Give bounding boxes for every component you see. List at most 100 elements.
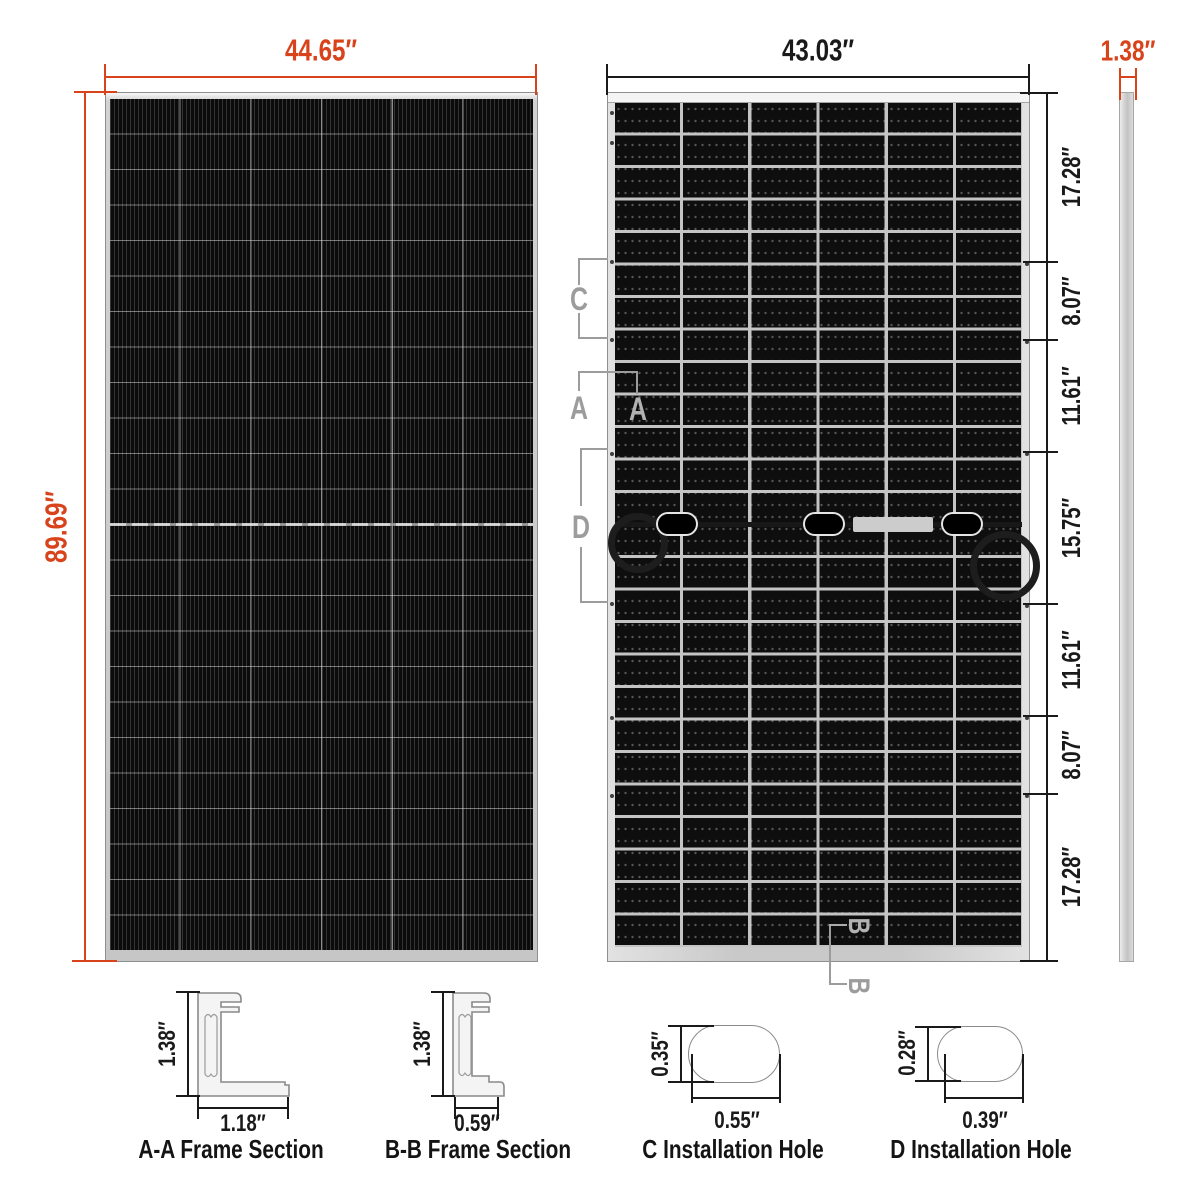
frame-hole-c1: [610, 260, 614, 264]
segment-tick-0: [1020, 92, 1058, 94]
segment-label-4: 11.61″: [1056, 630, 1086, 690]
c-caption: C Installation Hole: [642, 1134, 824, 1164]
bb-width-tick-left: [454, 1097, 456, 1119]
back-panel-top-flange: [608, 93, 1029, 103]
side-dim-tick-right: [1135, 68, 1137, 100]
aa-frame-profile: [197, 992, 290, 1097]
callout-c-line-upper: [578, 258, 580, 285]
front-panel-center-busbar: [110, 522, 533, 526]
back-width-tick-left: [606, 64, 608, 95]
junction-box-center: [803, 512, 845, 536]
frame-hole-c2: [610, 338, 614, 342]
aa-caption: A-A Frame Section: [138, 1134, 324, 1164]
back-panel-view: [607, 92, 1040, 962]
segment-label-3: 15.75″: [1056, 497, 1086, 559]
c-width-tick-left: [691, 1054, 693, 1103]
callout-d-tick-top: [580, 448, 608, 450]
d-caption: D Installation Hole: [890, 1134, 1072, 1164]
aa-height-tick-top: [176, 991, 200, 993]
d-width-dim-line: [945, 1097, 1024, 1099]
segment-chain-line: [1046, 93, 1048, 961]
callout-a-line-right: [636, 371, 638, 394]
front-width-label: 44.65″: [284, 32, 358, 68]
callout-d-line-upper: [580, 448, 582, 506]
bb-height-tick-bottom: [431, 1095, 455, 1097]
aa-width-label: 1.18″: [220, 1110, 266, 1137]
bb-caption: B-B Frame Section: [384, 1134, 572, 1164]
callout-c-tick-top: [578, 258, 608, 260]
callout-d-label: D: [571, 509, 591, 545]
segment-tick-7: [1020, 960, 1058, 962]
aa-width-tick-right: [287, 1097, 289, 1119]
frame-hole: [1025, 794, 1029, 798]
front-panel-view: [105, 92, 538, 962]
cable-coil-left: [608, 513, 668, 573]
front-panel-cells: [110, 99, 533, 950]
callout-b-label-outer: B: [842, 977, 875, 995]
frame-hole: [610, 716, 614, 720]
c-width-dim-line: [692, 1097, 781, 1099]
junction-box-left: [656, 512, 698, 536]
d-width-tick-left: [944, 1054, 946, 1103]
front-width-tick-left: [104, 64, 106, 95]
callout-b-tick-top: [829, 924, 847, 926]
d-height-tick-top: [915, 1026, 961, 1028]
junction-box-right: [941, 512, 983, 536]
bb-height-tick-top: [431, 991, 455, 993]
callout-c-label: C: [569, 281, 589, 317]
bb-frame-profile: [452, 992, 505, 1097]
aa-height-dim-line: [187, 992, 189, 1096]
front-width-dim-line: [105, 76, 537, 78]
side-dim-line: [1119, 76, 1137, 78]
callout-d-tick-bottom: [580, 601, 608, 603]
frame-hole: [610, 111, 614, 115]
callout-a-line-horizontal: [578, 371, 638, 373]
frame-hole: [610, 141, 614, 145]
d-hole-shape: [937, 1026, 1023, 1082]
segment-tick-1: [1023, 261, 1058, 263]
segment-tick-5: [1023, 715, 1058, 717]
callout-a-label-right: A: [628, 391, 648, 427]
side-thickness-label: 1.38″: [1100, 35, 1156, 68]
front-width-tick-right: [535, 64, 537, 95]
d-height-dim-line: [927, 1027, 929, 1081]
d-height-label: 0.28″: [894, 1030, 921, 1076]
aa-height-label: 1.38″: [154, 1021, 181, 1067]
bb-width-tick-right: [497, 1097, 499, 1119]
segment-tick-6: [1023, 793, 1058, 795]
callout-c-line-lower: [578, 313, 580, 339]
c-hole-shape: [688, 1025, 780, 1083]
segment-label-5: 8.07″: [1056, 730, 1086, 780]
back-width-label: 43.03″: [781, 32, 855, 68]
segment-tick-4: [1023, 603, 1058, 605]
aa-width-tick-left: [197, 1097, 199, 1119]
c-height-dim-line: [680, 1026, 682, 1082]
callout-a-label-left: A: [569, 390, 589, 426]
callout-b-line-vertical: [829, 924, 831, 985]
callout-b-tick-bottom: [829, 983, 847, 985]
frame-hole: [1025, 604, 1029, 608]
segment-label-0: 17.28″: [1056, 146, 1086, 208]
d-height-tick-bottom: [915, 1080, 961, 1082]
bb-width-dim-line: [455, 1107, 499, 1109]
segment-label-1: 8.07″: [1056, 276, 1086, 326]
c-width-tick-right: [779, 1054, 781, 1103]
c-height-tick-top: [668, 1025, 714, 1027]
callout-b-label-inner: B: [842, 917, 875, 935]
side-dim-tick-left: [1119, 68, 1121, 100]
d-width-tick-right: [1022, 1054, 1024, 1103]
frame-hole-d1: [610, 452, 614, 456]
bb-width-label: 0.59″: [454, 1110, 500, 1137]
back-width-dim-line: [607, 76, 1030, 78]
c-width-label: 0.55″: [714, 1107, 760, 1134]
callout-c-tick-bottom: [578, 337, 608, 339]
frame-hole: [1025, 716, 1029, 720]
front-height-tick-bottom: [72, 960, 117, 962]
frame-hole: [1025, 452, 1029, 456]
front-height-dim-line: [84, 92, 86, 962]
segment-label-6: 17.28″: [1056, 846, 1086, 908]
c-height-label: 0.35″: [647, 1031, 674, 1077]
cable-label-strip: [853, 517, 933, 532]
frame-hole: [610, 794, 614, 798]
